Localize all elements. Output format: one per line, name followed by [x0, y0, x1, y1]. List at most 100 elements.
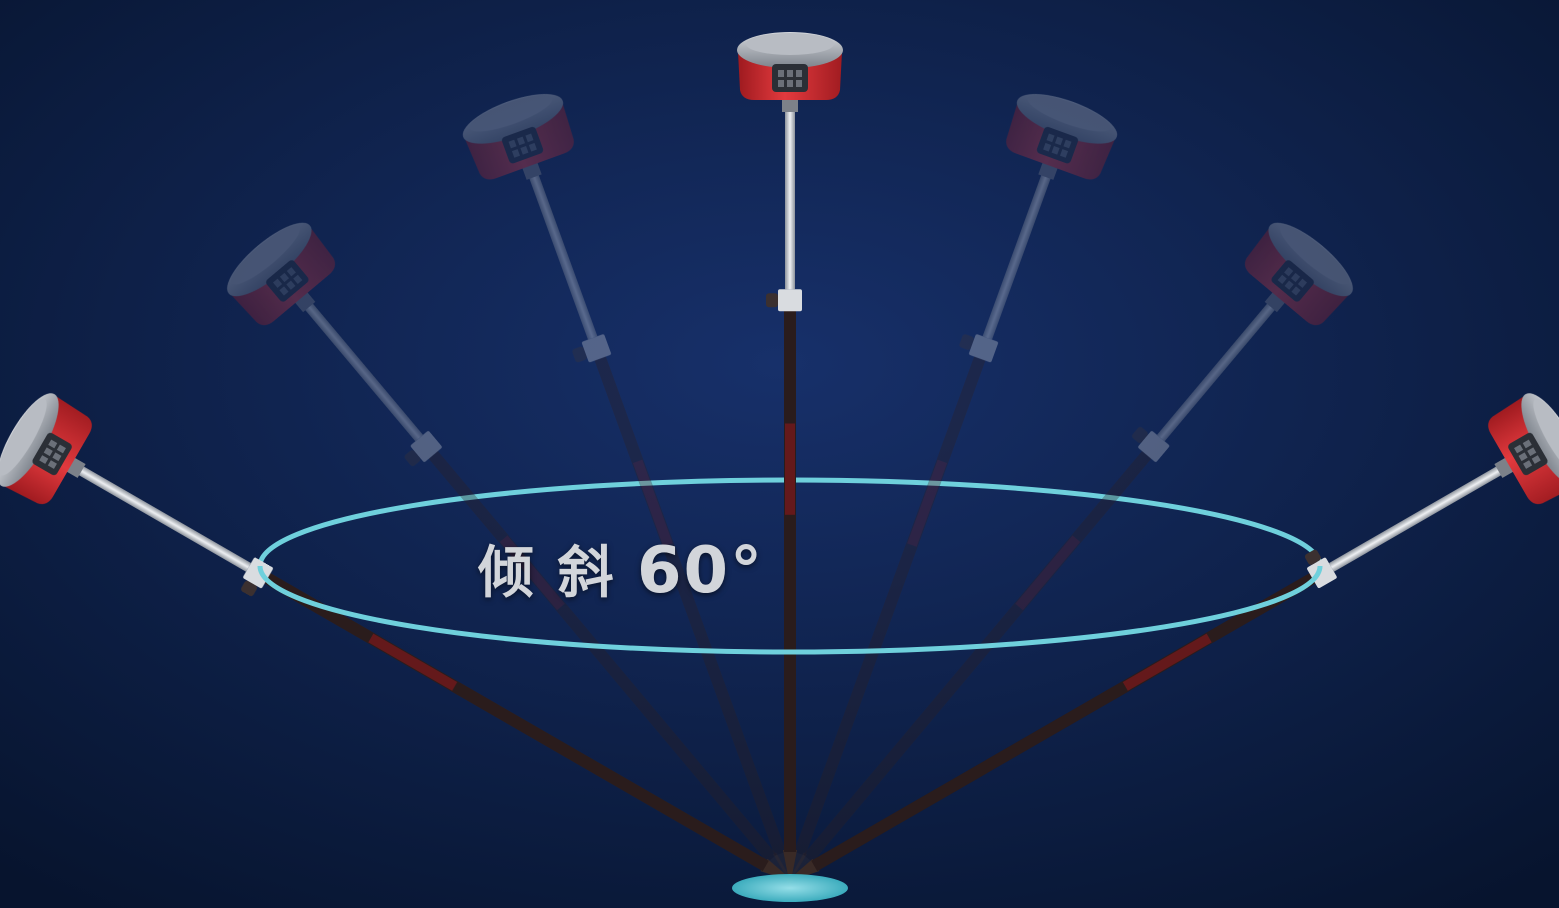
receiver-cap	[227, 222, 312, 297]
pole-clamp-knob	[241, 580, 258, 597]
receiver-cap	[1268, 222, 1353, 297]
receiver-cap-top	[469, 94, 553, 132]
receiver-panel	[32, 432, 72, 476]
receiver-pole-plus-60-deg	[784, 393, 1559, 883]
receiver-indicator-light	[286, 280, 296, 290]
tilt-angle-label: 倾 斜 60°	[478, 528, 764, 609]
pole-upper	[528, 173, 598, 340]
receiver-body	[1244, 227, 1350, 326]
receiver-indicator-light	[1063, 139, 1072, 149]
pole-upper	[1156, 302, 1276, 442]
receiver-indicator-light	[1060, 149, 1069, 158]
receiver-indicator-light	[48, 439, 58, 449]
receiver-panel	[1036, 126, 1079, 164]
receiver-indicator-light	[520, 146, 529, 155]
receiver-indicator-light	[1284, 267, 1294, 277]
pole-brand-band	[1122, 633, 1212, 691]
pole-clamp-knob	[1132, 426, 1148, 443]
tilt-label-value: 60°	[637, 534, 765, 608]
gnss-receiver	[0, 393, 92, 505]
gnss-receiver	[737, 32, 843, 112]
receiver-indicator-light	[778, 80, 784, 87]
receiver-indicator-light	[1514, 444, 1524, 454]
pole-upper	[77, 465, 252, 572]
pole-clamp	[581, 334, 611, 363]
receiver-cap-top	[1280, 225, 1349, 285]
receiver-panel	[1271, 260, 1314, 302]
receiver-cap-top	[0, 398, 47, 476]
receiver-indicator-light	[1043, 142, 1052, 152]
tilt-label-prefix: 倾 斜	[478, 541, 637, 606]
pole-upper	[785, 110, 795, 290]
pole-clamp	[1138, 431, 1170, 462]
pole-brand-band	[785, 423, 795, 515]
receiver-indicator-light	[1518, 452, 1528, 462]
receiver-cap-top	[746, 33, 834, 55]
pole-lower	[793, 352, 987, 856]
receiver-indicator-light	[52, 452, 62, 462]
pole-clamp-knob	[1304, 549, 1321, 565]
receiver-indicator-light	[1531, 455, 1541, 464]
receiver-cap-top	[1027, 94, 1111, 132]
receiver-panel	[501, 126, 544, 164]
pole-upper	[982, 173, 1052, 340]
receiver-indicator-light	[1046, 133, 1055, 143]
pole-tip	[783, 850, 797, 886]
receiver-indicator-light	[1051, 146, 1060, 155]
receiver-indicator-light	[1291, 286, 1301, 296]
receiver-cap	[462, 94, 564, 144]
receiver-indicator-light	[1527, 447, 1537, 457]
receiver-indicator-light	[1284, 280, 1294, 290]
pole-clamp-knob	[404, 450, 421, 467]
receiver-indicator-light	[1522, 439, 1532, 449]
receiver-indicator-light	[56, 444, 66, 454]
receiver-indicator-light	[778, 70, 784, 77]
pole-upper	[304, 302, 424, 442]
receiver-indicator-light	[525, 133, 534, 143]
pole-lower	[426, 448, 777, 863]
receiver-indicator-light	[1054, 136, 1064, 146]
pole-clamp-knob	[766, 293, 778, 308]
pole-clamp-knob	[959, 334, 974, 350]
ring-front-arc	[257, 565, 1323, 655]
receiver-pole-plus-20-deg	[787, 94, 1118, 886]
gnss-receiver	[462, 94, 574, 180]
gnss-receiver	[1244, 222, 1353, 326]
receiver-indicator-light	[508, 139, 517, 149]
receiver-panel	[772, 64, 808, 92]
receiver-indicator-light	[516, 136, 526, 146]
receiver-pole-plus-40-deg	[786, 222, 1353, 885]
receiver-indicator-light	[787, 70, 793, 77]
receiver-indicator-light	[1523, 460, 1533, 469]
receiver-indicator-light	[1277, 274, 1287, 284]
receiver-indicator-light	[1291, 272, 1301, 283]
pole-clamp	[969, 334, 999, 363]
pole-brand-band	[907, 459, 948, 547]
tilt-ring-front	[257, 565, 1323, 655]
receiver-indicator-light	[273, 278, 283, 288]
receiver-cap	[1016, 94, 1118, 144]
gnss-receiver	[227, 222, 336, 326]
receiver-panel	[266, 260, 309, 302]
receiver-cap-top	[1533, 398, 1559, 476]
receiver-indicator-light	[293, 274, 303, 284]
receiver-body	[230, 227, 336, 326]
gnss-receiver	[1006, 94, 1118, 180]
pole-upper	[1328, 465, 1503, 572]
receiver-indicator-light	[43, 447, 53, 457]
receiver-indicator-light	[511, 149, 520, 158]
pole-clamp	[410, 431, 442, 462]
receiver-pole-minus-60-deg	[0, 393, 796, 883]
receiver-panel	[1508, 432, 1548, 476]
pole-lower	[593, 352, 787, 856]
pole-clamp-knob	[572, 346, 587, 363]
receiver-poles	[0, 32, 1559, 886]
receiver-pole-minus-40-deg	[227, 222, 794, 885]
pole-brand-band	[499, 535, 565, 611]
pole-lower	[803, 448, 1154, 863]
pole-lower	[784, 307, 796, 852]
receiver-pole-0-deg	[737, 32, 843, 886]
receiver-pole-minus-20-deg	[462, 94, 793, 886]
